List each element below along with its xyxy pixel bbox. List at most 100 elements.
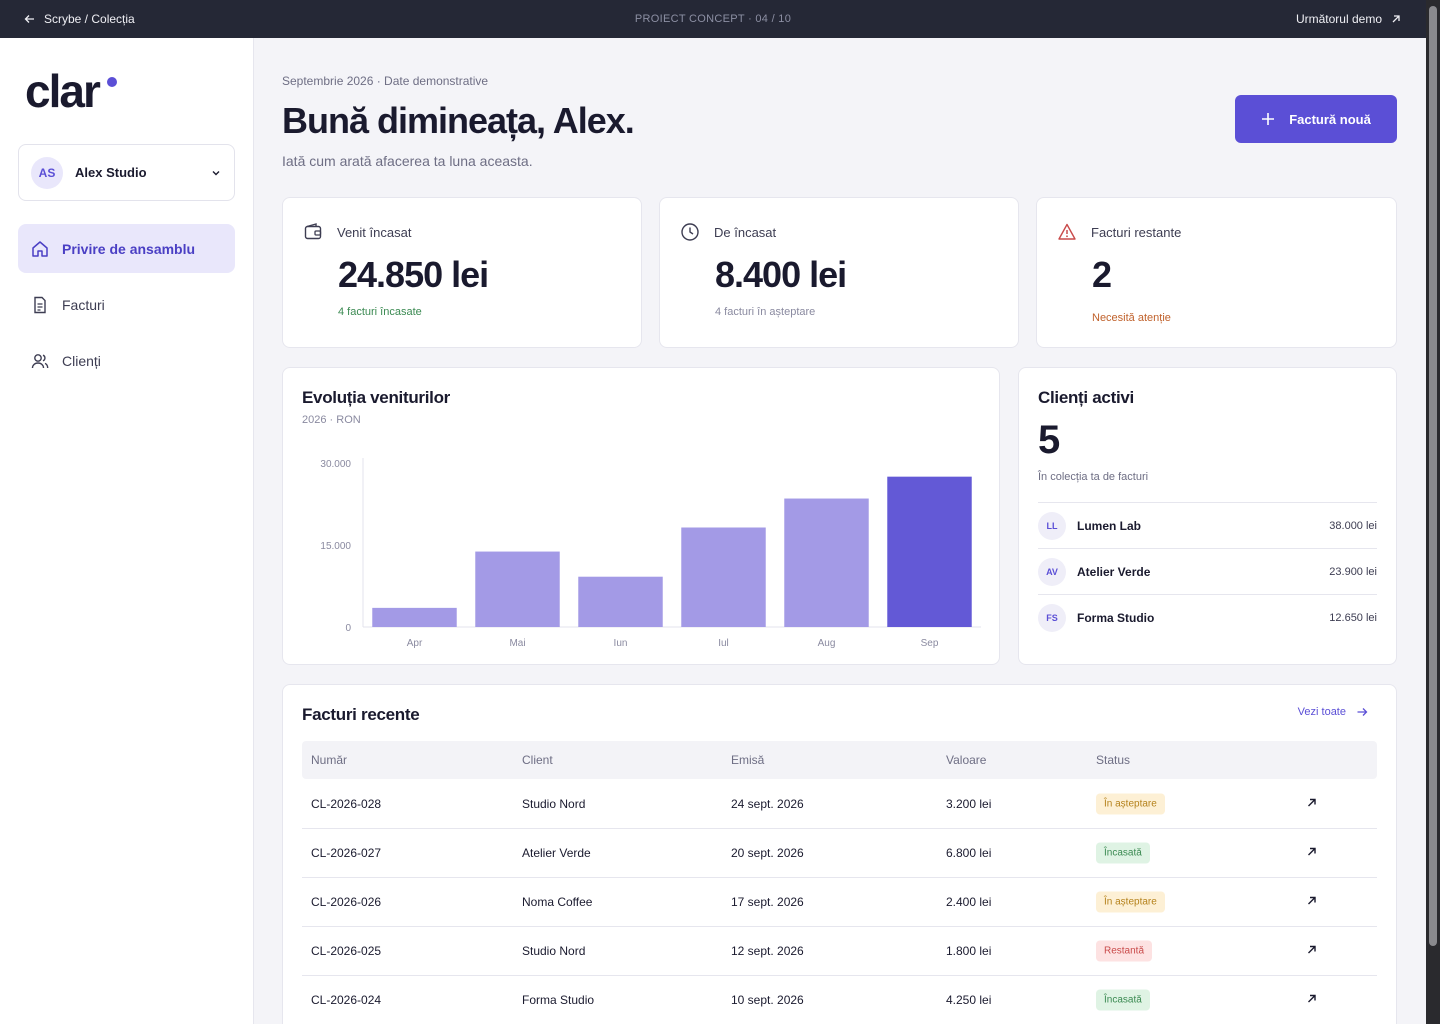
logo-dot [107,77,117,87]
scrollbar[interactable] [1426,0,1440,1024]
page-subtitle: Iată cum arată afacerea ta luna aceasta. [282,153,533,169]
bar [372,607,457,627]
view-all-link[interactable]: Vezi toate [1298,706,1368,718]
sidebar-item-invoices[interactable]: Facturi [18,280,235,329]
invoice-number: CL-2026-027 [311,846,382,860]
bar [681,527,766,627]
next-demo-label: Următorul demo [1295,12,1382,26]
x-tick-label: Iul [718,638,729,649]
x-tick-label: Apr [407,638,423,649]
y-tick-label: 30.000 [320,459,351,470]
x-tick-label: Mai [509,638,525,649]
status-badge: În așteptare [1096,891,1165,913]
invoice-client: Forma Studio [522,993,595,1007]
table-header: Număr Client Emisă Valoare Status [302,741,1377,779]
bar [887,476,972,627]
bar [784,498,869,627]
client-row[interactable]: AV Atelier Verde 23.900 lei [1038,548,1377,594]
status-badge: În așteptare [1096,793,1165,815]
wallet-icon [304,223,322,240]
invoice-client: Noma Coffee [522,895,593,909]
arrow-left-icon [24,15,34,23]
warning-icon [1058,223,1076,240]
invoice-number: CL-2026-024 [311,993,382,1007]
chevron-down-icon [212,170,220,175]
invoice-number: CL-2026-025 [311,944,382,958]
kpi-card-receivable: De încasat 8.400 lei 4 facturi în aștept… [659,197,1019,348]
sidebar: clar AS Alex Studio Privire de ansamblu … [0,38,254,1024]
invoice-value: 1.800 lei [946,944,992,958]
kpi-label: De încasat [714,224,777,240]
column-header[interactable]: Status [1096,753,1131,767]
clock-icon [681,223,699,241]
column-header[interactable]: Număr [311,753,348,767]
active-clients-count: 5 [1038,418,1061,462]
account-switcher[interactable]: AS Alex Studio [18,144,235,201]
invoice-date: 10 sept. 2026 [731,993,804,1007]
kpi-label: Facturi restante [1091,224,1182,240]
x-tick-label: Iun [614,638,628,649]
client-row[interactable]: FS Forma Studio 12.650 lei [1038,594,1377,640]
invoice-value: 3.200 lei [946,797,992,811]
client-amount: 12.650 lei [1329,611,1377,624]
invoice-date: 12 sept. 2026 [731,944,804,958]
kpi-value: 8.400 lei [715,254,847,295]
invoice-number: CL-2026-026 [311,895,382,909]
invoice-number: CL-2026-028 [311,797,382,811]
client-avatar: AV [1038,557,1066,586]
back-link[interactable]: Scrybe / Colecția [24,12,135,26]
kpi-label: Venit încasat [337,224,412,240]
kpi-card-overdue: Facturi restante 2 Necesită atenție [1036,197,1397,348]
y-tick-label: 0 [345,623,351,634]
home-icon [32,240,48,257]
client-avatar: FS [1038,603,1066,632]
revenue-chart-subtitle: 2026 · RON [302,414,361,426]
table-row[interactable]: CL-2026-024 Forma Studio 10 sept. 2026 4… [302,976,1377,1024]
revenue-chart-card: Evoluția veniturilor 2026 · RON 30.000 15… [282,367,1000,665]
project-label: PROIECT CONCEPT · 04 / 10 [634,13,792,25]
invoice-date: 20 sept. 2026 [731,846,804,860]
kpi-note: 4 facturi în așteptare [715,306,816,318]
new-invoice-button[interactable]: Factură nouă [1235,95,1397,143]
x-tick-label: Sep [921,638,939,649]
kpi-value: 24.850 lei [338,254,489,295]
invoice-client: Studio Nord [522,797,586,811]
page-title: Bună dimineața, Alex. [282,100,635,141]
column-header[interactable]: Client [522,753,553,767]
scrollbar-thumb[interactable] [1429,6,1437,946]
next-demo-link[interactable]: Următorul demo [1296,12,1402,26]
back-label: Scrybe / Colecția [44,12,135,26]
sidebar-nav: Privire de ansamblu Facturi Clienți [18,224,235,392]
table-row[interactable]: CL-2026-028 Studio Nord 24 sept. 2026 3.… [302,780,1377,829]
main-content: Septembrie 2026 · Date demonstrative Bun… [254,38,1426,1024]
kpi-card-collected: Venit încasat 24.850 lei 4 facturi încas… [282,197,642,348]
table-row[interactable]: CL-2026-027 Atelier Verde 20 sept. 2026 … [302,829,1377,878]
client-amount: 38.000 lei [1329,519,1377,532]
view-all-label: Vezi toate [1297,706,1346,718]
invoice-value: 4.250 lei [946,993,992,1007]
column-header[interactable]: Emisă [731,753,765,767]
table-row[interactable]: CL-2026-026 Noma Coffee 17 sept. 2026 2.… [302,878,1377,927]
recent-invoices-card: Facturi recente Vezi toate Număr Client … [282,684,1397,1024]
client-row[interactable]: LL Lumen Lab 38.000 lei [1038,502,1377,548]
column-header[interactable]: Valoare [946,753,987,767]
open-invoice-icon[interactable] [1306,846,1318,861]
invoice-date: 17 sept. 2026 [731,895,804,909]
bar [475,551,560,627]
bar [578,576,663,627]
logo: clar [25,65,101,117]
open-invoice-icon[interactable] [1306,895,1318,910]
table-row[interactable]: CL-2026-025 Studio Nord 12 sept. 2026 1.… [302,927,1377,976]
open-invoice-icon[interactable] [1306,993,1318,1008]
invoice-client: Studio Nord [522,944,586,958]
arrow-up-right-icon [1392,15,1400,23]
invoice-client: Atelier Verde [522,846,591,860]
active-clients-title: Clienți activi [1038,388,1134,407]
new-invoice-label: Factură nouă [1289,111,1371,127]
status-badge: Restantă [1096,940,1153,962]
client-name: Lumen Lab [1077,518,1142,533]
open-invoice-icon[interactable] [1306,944,1318,959]
open-invoice-icon[interactable] [1306,797,1318,812]
sidebar-item-clients[interactable]: Clienți [18,336,235,385]
sidebar-item-overview[interactable]: Privire de ansamblu [18,224,235,273]
